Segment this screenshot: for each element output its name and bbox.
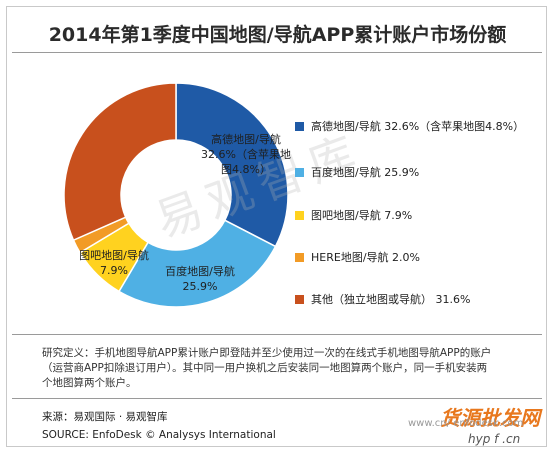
chart-title: 2014年第1季度中国地图/导航APP累计账户市场份额 [48, 24, 507, 46]
legend-label: HERE地图/导航 2.0% [311, 251, 420, 264]
source-en: SOURCE: EnfoDesk © Analysys Internationa… [42, 429, 276, 441]
slice-baidu [117, 219, 277, 308]
source-divider [12, 398, 542, 399]
legend-label: 百度地图/导航 25.9% [311, 166, 420, 179]
legend-item-other: 其他（独立地图或导航） 31.6% [295, 291, 470, 307]
legend-swatch [295, 294, 304, 304]
slice-label-gaode: 高德地图/导航 32.6%（含苹果地 图4.8%） [201, 133, 291, 176]
legend-swatch [295, 121, 304, 131]
stamp-brand: 货源批发网 [440, 406, 540, 430]
definition-divider [12, 334, 542, 335]
research-definition: 研究定义：手机地图导航APP累计账户即登陆并至少使用过一次的在线式手机地图导航A… [42, 347, 492, 389]
legend-label: 高德地图/导航 32.6%（含苹果地图4.8%） [311, 120, 525, 133]
legend-swatch [295, 210, 304, 220]
legend-item-tuba: 图吧地图/导航 7.9% [295, 207, 412, 223]
slice-label-baidu: 百度地图/导航 25.9% [165, 265, 235, 293]
legend-swatch [295, 167, 304, 177]
legend-label: 其他（独立地图或导航） 31.6% [311, 293, 471, 306]
stamp-url-2: hyp f .cn [468, 432, 521, 446]
legend-item-baidu: 百度地图/导航 25.9% [295, 164, 419, 180]
source-cn: 来源：易观国际 · 易观智库 [42, 411, 168, 423]
slice-label-tuba: 图吧地图/导航 7.9% [79, 249, 149, 277]
legend-swatch [295, 252, 304, 262]
title-divider [12, 52, 542, 53]
slice-gaode [175, 82, 289, 248]
slice-other [63, 82, 177, 242]
legend-item-gaode: 高德地图/导航 32.6%（含苹果地图4.8%） [295, 118, 524, 134]
stamp-url: www.cn/ enfodesk.com [408, 418, 524, 429]
legend-label: 图吧地图/导航 7.9% [311, 209, 413, 222]
legend-item-here: HERE地图/导航 2.0% [295, 249, 420, 265]
